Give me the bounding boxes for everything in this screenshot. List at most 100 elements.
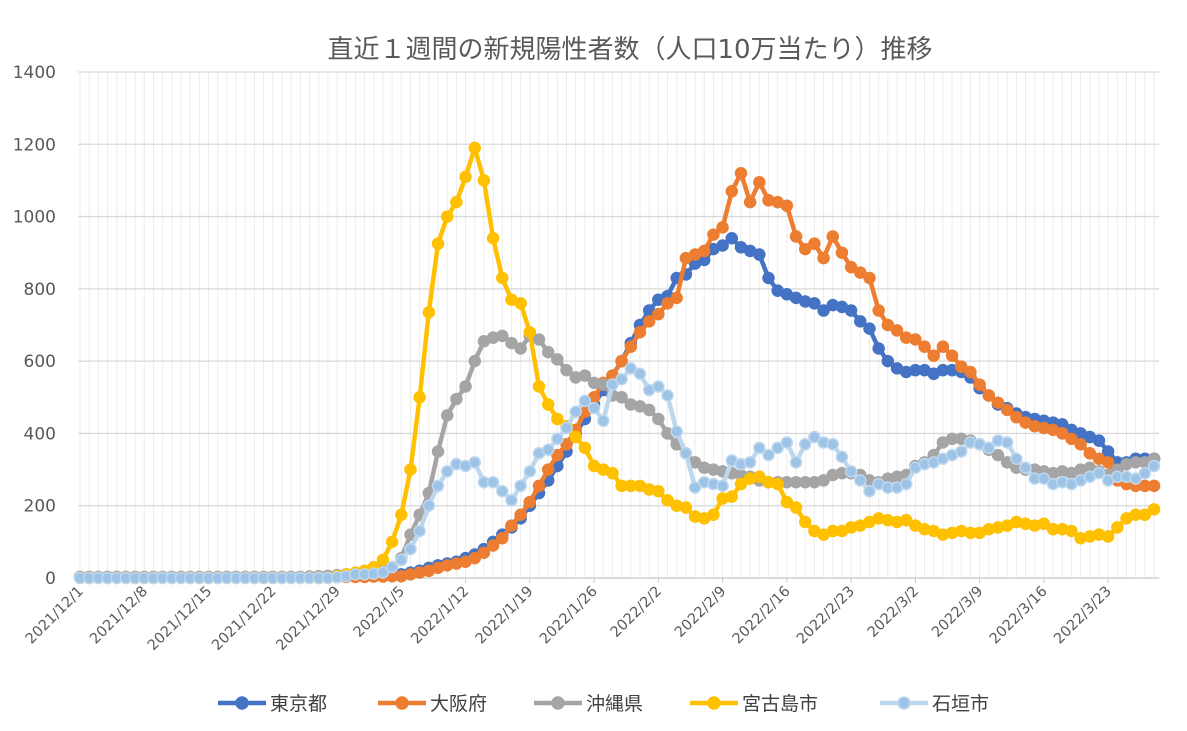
data-point-osaka xyxy=(725,185,739,198)
data-point-osaka xyxy=(1065,432,1078,446)
data-point-osaka xyxy=(505,519,518,532)
data-point-osaka xyxy=(652,307,665,321)
data-point-ishigaki xyxy=(486,475,500,489)
data-point-miyakojima xyxy=(780,495,794,509)
data-point-ishigaki xyxy=(863,485,876,498)
data-point-miyakojima xyxy=(707,508,720,521)
data-point-osaka xyxy=(973,378,986,391)
data-point-okinawa xyxy=(652,412,665,426)
data-point-okinawa xyxy=(541,345,555,359)
data-point-osaka xyxy=(817,251,830,265)
data-point-osaka xyxy=(707,228,720,241)
data-point-miyakojima xyxy=(652,485,665,498)
data-point-osaka xyxy=(514,508,527,521)
data-point-miyakojima xyxy=(789,501,803,514)
x-tick-label: 2022/1/19 xyxy=(473,584,537,648)
data-point-osaka xyxy=(670,291,683,305)
data-point-osaka xyxy=(927,349,940,362)
data-point-ishigaki xyxy=(670,425,683,438)
data-point-ishigaki xyxy=(514,479,527,493)
y-tick-label: 0 xyxy=(45,569,56,589)
data-point-osaka xyxy=(835,246,849,259)
data-point-tokyo xyxy=(808,297,821,310)
data-point-miyakojima xyxy=(468,141,481,155)
data-point-miyakojima xyxy=(477,174,491,187)
legend-label-osaka: 大阪府 xyxy=(430,693,487,715)
data-point-miyakojima xyxy=(532,380,546,393)
x-tick-label: 2022/3/16 xyxy=(987,584,1051,648)
data-point-okinawa xyxy=(440,409,454,422)
data-point-osaka xyxy=(734,166,748,180)
data-point-miyakojima xyxy=(734,477,748,491)
x-tick-label: 2022/2/16 xyxy=(730,584,794,648)
data-point-osaka xyxy=(982,389,996,402)
data-point-ishigaki xyxy=(569,405,582,418)
data-point-ishigaki xyxy=(1000,436,1014,449)
data-point-miyakojima xyxy=(514,297,527,310)
legend-label-okinawa: 沖縄県 xyxy=(586,693,643,715)
data-point-osaka xyxy=(1147,479,1161,493)
data-point-ishigaki xyxy=(854,474,867,487)
y-tick-label: 1200 xyxy=(13,135,56,155)
data-point-okinawa xyxy=(431,445,445,458)
data-point-ishigaki xyxy=(551,432,564,446)
data-point-ishigaki xyxy=(468,456,481,469)
data-point-osaka xyxy=(560,438,573,451)
data-point-ishigaki xyxy=(1138,466,1152,480)
series-group xyxy=(73,141,1161,585)
data-point-osaka xyxy=(945,349,959,362)
data-point-tokyo xyxy=(716,239,729,252)
data-point-okinawa xyxy=(615,391,628,404)
data-point-miyakojima xyxy=(459,170,472,184)
data-point-osaka xyxy=(863,271,876,285)
x-tick-label: 2022/3/2 xyxy=(865,584,922,641)
data-point-okinawa xyxy=(450,392,463,406)
data-point-miyakojima xyxy=(541,398,555,411)
legend-marker-ishigaki xyxy=(897,696,911,710)
data-point-miyakojima xyxy=(569,430,582,444)
data-point-miyakojima xyxy=(771,477,784,491)
data-point-miyakojima xyxy=(440,210,454,223)
data-point-osaka xyxy=(955,360,968,373)
data-point-ishigaki xyxy=(1129,472,1142,485)
data-point-osaka xyxy=(1000,403,1014,417)
y-tick-label: 400 xyxy=(24,424,56,444)
data-point-osaka xyxy=(936,340,950,353)
data-point-okinawa xyxy=(551,353,564,366)
data-point-ishigaki xyxy=(560,421,573,435)
x-tick-label: 2021/12/1 xyxy=(23,584,87,648)
data-point-ishigaki xyxy=(404,542,417,556)
data-point-ishigaki xyxy=(615,372,628,386)
data-point-ishigaki xyxy=(1147,459,1161,473)
data-point-ishigaki xyxy=(826,438,840,451)
data-point-miyakojima xyxy=(725,490,739,503)
data-point-ishigaki xyxy=(431,479,445,493)
data-point-miyakojima xyxy=(798,515,812,529)
data-point-miyakojima xyxy=(1138,508,1152,521)
data-point-miyakojima xyxy=(551,412,564,426)
data-point-osaka xyxy=(642,315,656,328)
data-point-miyakojima xyxy=(1065,524,1078,538)
data-point-miyakojima xyxy=(1111,521,1124,534)
series-ishigaki xyxy=(73,362,1161,585)
data-point-ishigaki xyxy=(780,436,794,449)
x-tick-label: 2021/12/29 xyxy=(273,584,343,654)
x-tick-label: 2022/1/12 xyxy=(408,584,472,648)
data-point-tokyo xyxy=(817,304,830,317)
x-tick-label: 2022/1/26 xyxy=(537,584,601,648)
x-tick-label: 2022/3/9 xyxy=(929,584,986,641)
data-point-osaka xyxy=(808,237,821,250)
legend-item-okinawa: 沖縄県 xyxy=(534,693,643,715)
data-point-tokyo xyxy=(762,271,775,285)
data-point-osaka xyxy=(890,324,904,337)
data-point-okinawa xyxy=(578,369,592,382)
legend-marker-okinawa xyxy=(551,696,565,710)
data-point-ishigaki xyxy=(835,450,849,464)
data-point-miyakojima xyxy=(422,306,436,319)
data-point-ishigaki xyxy=(743,456,757,469)
data-point-ishigaki xyxy=(376,566,390,579)
data-point-ishigaki xyxy=(523,465,537,478)
y-tick-label: 800 xyxy=(24,280,56,300)
legend-label-ishigaki: 石垣市 xyxy=(932,693,989,715)
